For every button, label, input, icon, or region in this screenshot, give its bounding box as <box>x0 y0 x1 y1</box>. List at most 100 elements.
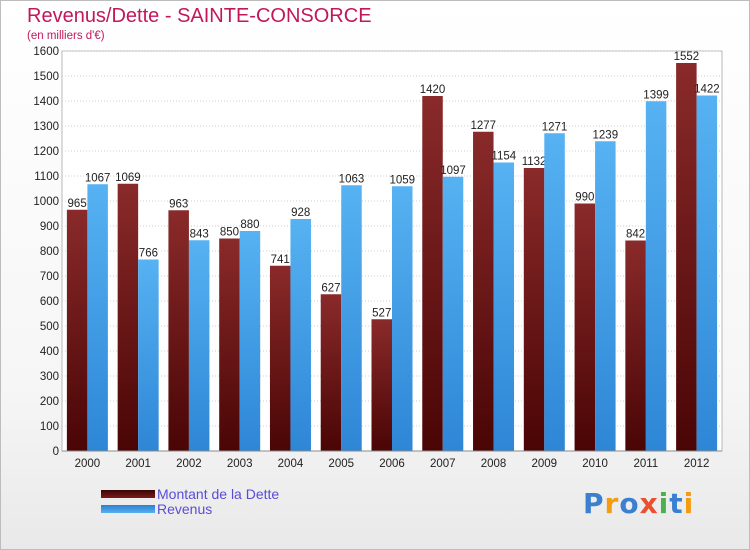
legend-swatch-revenus <box>101 504 155 513</box>
y-tick-label: 600 <box>40 296 59 308</box>
bar-revenus <box>696 95 718 451</box>
y-tick-label: 100 <box>40 421 59 433</box>
data-label: 880 <box>240 219 259 231</box>
bar-revenus <box>493 162 515 451</box>
bar-revenus <box>392 186 413 451</box>
data-label: 990 <box>575 192 594 204</box>
data-label: 1132 <box>522 156 547 168</box>
chart-subtitle: (en milliers d'€) <box>27 30 105 42</box>
data-label: 741 <box>271 254 290 266</box>
x-tick-label: 2000 <box>75 458 101 470</box>
legend-label-dette: Montant de la Dette <box>157 485 280 502</box>
y-tick-label: 1100 <box>34 171 59 183</box>
bar-dette <box>168 210 189 451</box>
data-label: 1277 <box>470 120 496 132</box>
x-tick-label: 2009 <box>532 458 558 470</box>
y-tick-label: 500 <box>40 321 59 333</box>
data-label: 627 <box>321 282 340 294</box>
chart-title: Revenus/Dette - SAINTE-CONSORCE <box>27 5 372 27</box>
y-tick-label: 400 <box>40 346 59 358</box>
y-tick-label: 700 <box>40 271 59 283</box>
data-label: 850 <box>220 227 239 239</box>
y-tick-label: 0 <box>53 446 59 458</box>
data-label: 1399 <box>643 89 669 101</box>
x-tick-label: 2005 <box>328 458 354 470</box>
data-label: 1097 <box>440 165 466 177</box>
bar-revenus <box>87 184 108 451</box>
data-label: 1239 <box>593 129 619 141</box>
bar-dette <box>422 96 443 451</box>
data-label: 928 <box>291 207 310 219</box>
x-tick-label: 2011 <box>633 458 658 470</box>
x-tick-label: 2006 <box>379 458 405 470</box>
bar-revenus <box>138 259 159 451</box>
bar-revenus <box>595 141 616 451</box>
legend-item-dette: Montant de la Dette <box>101 485 280 502</box>
data-label: 1059 <box>389 174 415 186</box>
logo-letter: P <box>583 487 605 520</box>
x-tick-label: 2002 <box>176 458 202 470</box>
x-tick-label: 2008 <box>481 458 507 470</box>
x-tick-label: 2012 <box>684 458 710 470</box>
bar-revenus <box>188 240 210 451</box>
data-label: 842 <box>626 229 645 241</box>
data-label: 1552 <box>674 51 700 63</box>
y-tick-label: 1000 <box>33 196 59 208</box>
bar-revenus <box>544 133 565 451</box>
bar-revenus <box>645 101 667 451</box>
bar-revenus <box>290 219 311 451</box>
y-tick-label: 1400 <box>33 96 59 108</box>
legend-label-revenus: Revenus <box>157 500 213 517</box>
y-tick-label: 300 <box>40 371 59 383</box>
x-tick-label: 2003 <box>227 458 253 470</box>
bar-dette <box>117 183 139 451</box>
data-label: 1271 <box>542 121 568 133</box>
data-label: 1422 <box>694 84 720 96</box>
proxiti-logo: Proxiti <box>583 487 694 520</box>
y-tick-label: 1500 <box>33 71 59 83</box>
bar-dette <box>219 238 240 451</box>
logo-letter: i <box>683 487 695 520</box>
legend-swatch-dette <box>101 489 155 498</box>
data-label: 1063 <box>339 173 365 185</box>
x-tick-label: 2001 <box>125 458 151 470</box>
bar-dette <box>676 63 697 451</box>
data-label: 527 <box>372 307 391 319</box>
bar-revenus <box>341 185 362 451</box>
legend-item-revenus: Revenus <box>101 500 279 517</box>
bar-dette <box>269 265 291 451</box>
legend: Montant de la Dette Revenus <box>101 485 280 517</box>
bar-dette <box>66 209 88 451</box>
bar-dette <box>523 168 545 451</box>
x-tick-label: 2004 <box>278 458 304 470</box>
y-tick-label: 200 <box>40 396 59 408</box>
bar-dette <box>473 131 494 451</box>
data-label: 1069 <box>115 172 141 184</box>
bar-dette <box>320 294 342 451</box>
logo-letter: x <box>639 487 659 520</box>
data-label: 766 <box>139 248 158 260</box>
y-tick-label: 1200 <box>33 146 59 158</box>
y-tick-label: 1600 <box>33 46 59 58</box>
data-label: 1067 <box>85 172 111 184</box>
data-label: 963 <box>169 198 188 210</box>
logo-letter: r <box>604 487 620 520</box>
bar-revenus <box>239 231 261 451</box>
logo-letter: o <box>619 487 640 520</box>
logo-letter: i <box>658 487 670 520</box>
data-label: 1154 <box>491 151 516 163</box>
y-tick-label: 1300 <box>33 121 59 133</box>
bar-dette <box>574 203 596 451</box>
y-tick-label: 900 <box>40 221 59 233</box>
data-label: 1420 <box>420 84 446 96</box>
x-tick-label: 2007 <box>430 458 456 470</box>
bar-dette <box>371 319 392 451</box>
logo-letter: t <box>669 487 684 520</box>
x-tick-label: 2010 <box>582 458 608 470</box>
y-tick-label: 800 <box>40 246 59 258</box>
data-label: 965 <box>68 198 87 210</box>
bar-revenus <box>442 176 464 451</box>
data-label: 843 <box>190 228 209 240</box>
